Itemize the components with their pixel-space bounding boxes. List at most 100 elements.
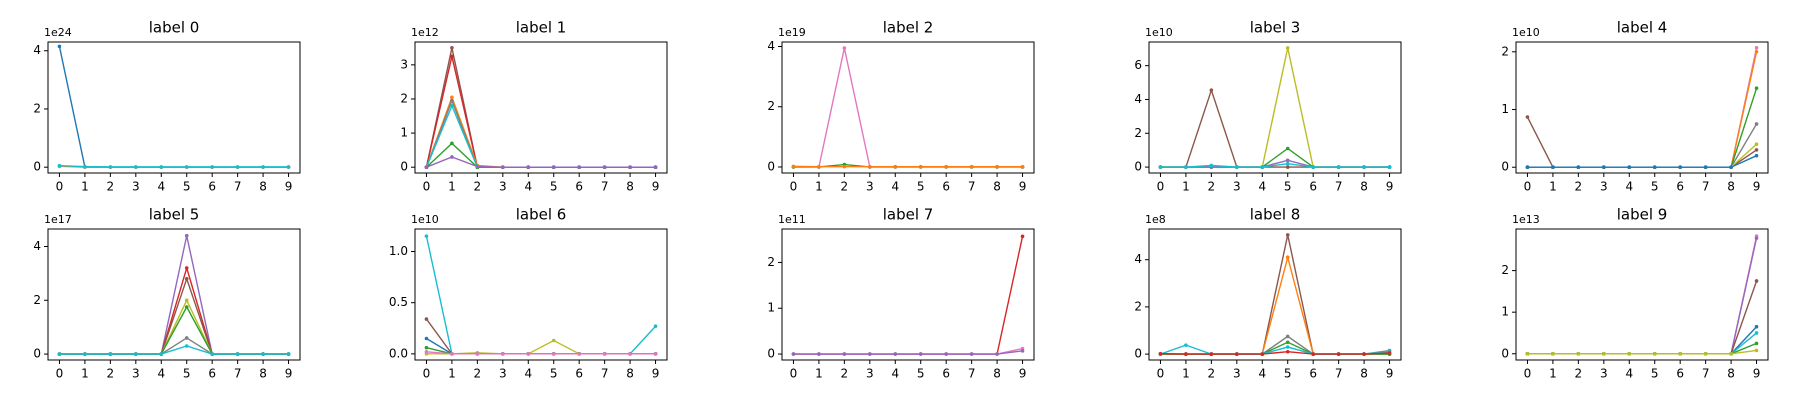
point [286,165,291,169]
point [1602,351,1606,356]
x-tick-label: 1 [815,367,823,381]
axes-frame [47,228,301,361]
point [424,317,429,321]
x-tick-label: 7 [968,367,976,381]
point [1576,351,1581,356]
x-tick-label: 1 [815,180,823,194]
series-line [425,95,656,168]
point [1754,279,1759,283]
subplot: label 4 1e10 0 1 2 0 1 2 3 4 5 6 7 8 9 [1501,19,1769,194]
point [1754,348,1759,353]
x-tick-label: 2 [107,367,115,381]
axes-frame [781,41,1035,174]
point [628,165,632,170]
point [1754,122,1759,126]
point [1678,165,1682,170]
point [1285,146,1290,151]
x-tick-label: 7 [1702,367,1710,381]
x-tick-label: 1 [1549,367,1557,381]
series-line [1527,326,1758,355]
x-tick-label: 5 [1284,180,1292,194]
x-tick-label: 5 [917,367,925,381]
x-tick-label: 7 [968,180,976,194]
series-line [1527,155,1757,168]
series-line [425,103,656,168]
x-tick-label: 3 [499,180,507,194]
chart-title: label 4 [1617,19,1668,37]
x-tick-label: 1 [448,180,456,194]
x-tick-label: 3 [1233,180,1241,194]
x-tick-label: 8 [993,367,1001,381]
point [1020,164,1025,169]
x-tick-label: 8 [626,180,634,194]
series-line [793,236,1024,355]
y-tick-label: 2 [400,91,408,105]
x-tick-label: 3 [1600,367,1608,381]
point [1362,352,1366,356]
point [1285,158,1290,163]
point [893,352,898,356]
series-line [59,337,289,355]
series-line [59,165,289,168]
series-line [426,351,656,355]
x-tick-label: 8 [626,367,634,381]
point [450,352,454,356]
series-line [1527,235,1758,355]
point [1285,233,1290,237]
point [1627,165,1632,170]
point [184,344,189,348]
point [791,352,796,356]
x-tick-label: 1 [1182,367,1190,381]
y-tick-label: 1 [1501,305,1509,319]
point [450,54,454,59]
x-tick-label: 1 [448,367,456,381]
y-tick-label: 0 [1134,347,1142,361]
axis-scale-label: 1e24 [44,26,72,39]
subplot: label 3 1e10 0 2 4 6 0 1 2 3 4 5 6 7 8 9 [1134,19,1402,194]
subplot: label 9 1e13 0 1 2 0 1 2 3 4 5 6 7 8 9 [1501,206,1769,381]
x-tick-label: 8 [1360,367,1368,381]
point [1525,115,1530,119]
y-tick-label: 2 [1501,263,1509,277]
x-tick-label: 9 [285,367,293,381]
x-tick-label: 5 [183,180,191,194]
point [450,141,454,146]
x-tick-label: 4 [524,367,532,381]
y-tick-label: 0 [33,160,41,174]
point [1209,352,1214,356]
x-tick-label: 4 [891,367,899,381]
point [842,46,847,50]
x-tick-label: 8 [993,180,1001,194]
series-line [793,350,1023,355]
x-tick-label: 9 [1386,180,1394,194]
point [791,164,796,169]
series-line [59,265,289,355]
axis-scale-label: 1e13 [1512,213,1540,226]
point [1285,161,1290,166]
point [1602,165,1606,170]
y-tick-label: 2 [1134,299,1142,313]
y-tick-label: 0 [400,160,408,174]
point [1754,142,1759,146]
x-tick-label: 7 [1702,180,1710,194]
point [184,336,189,340]
plot-area [424,45,658,170]
point [210,165,214,169]
x-tick-label: 4 [891,180,899,194]
plot-area [1525,234,1759,356]
series-line [1527,280,1758,355]
plot-area [57,44,291,169]
point [108,165,113,169]
y-tick-label: 0.0 [389,346,408,360]
y-tick-label: 2 [33,293,41,307]
plot-area [1525,45,1759,170]
point [1525,165,1530,170]
x-tick-label: 2 [1575,180,1583,194]
series-line [1160,162,1390,168]
point [995,164,999,169]
x-tick-label: 7 [601,367,609,381]
point [83,164,87,169]
point [57,44,62,49]
x-tick-label: 6 [208,367,216,381]
point [1285,165,1290,169]
